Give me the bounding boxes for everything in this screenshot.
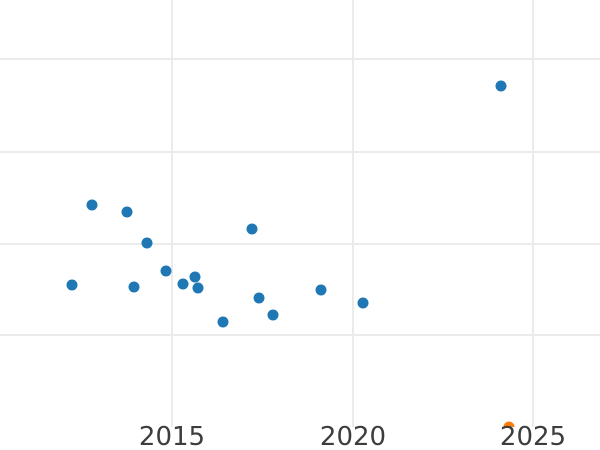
x-tick-label-2015: 2015	[138, 422, 206, 450]
series-blue-point-10	[246, 223, 258, 235]
series-blue-point-9	[217, 316, 229, 328]
h-gridline-3	[0, 334, 600, 336]
h-gridline-0	[0, 58, 600, 60]
series-blue-point-0	[66, 279, 78, 291]
series-blue-point-12	[267, 309, 279, 321]
series-blue-point-15	[495, 80, 507, 92]
x-tick-label-2020: 2020	[319, 422, 387, 450]
series-blue-point-14	[357, 297, 369, 309]
series-blue-point-7	[189, 271, 201, 283]
series-blue-point-11	[253, 292, 265, 304]
x-tick-label-2025: 2025	[499, 422, 567, 450]
series-blue-point-1	[86, 199, 98, 211]
series-blue-point-8	[192, 282, 204, 294]
series-blue-point-6	[177, 278, 189, 290]
series-blue-point-3	[128, 281, 140, 293]
v-gridline-1	[352, 0, 354, 427]
v-gridline-0	[171, 0, 173, 427]
series-blue-point-13	[315, 284, 327, 296]
v-gridline-2	[532, 0, 534, 427]
series-orange-point-0	[503, 421, 515, 427]
series-blue-point-2	[121, 206, 133, 218]
h-gridline-2	[0, 243, 600, 245]
h-gridline-1	[0, 151, 600, 153]
series-blue-point-4	[141, 237, 153, 249]
series-blue-point-5	[160, 265, 172, 277]
plot-area	[0, 0, 600, 427]
